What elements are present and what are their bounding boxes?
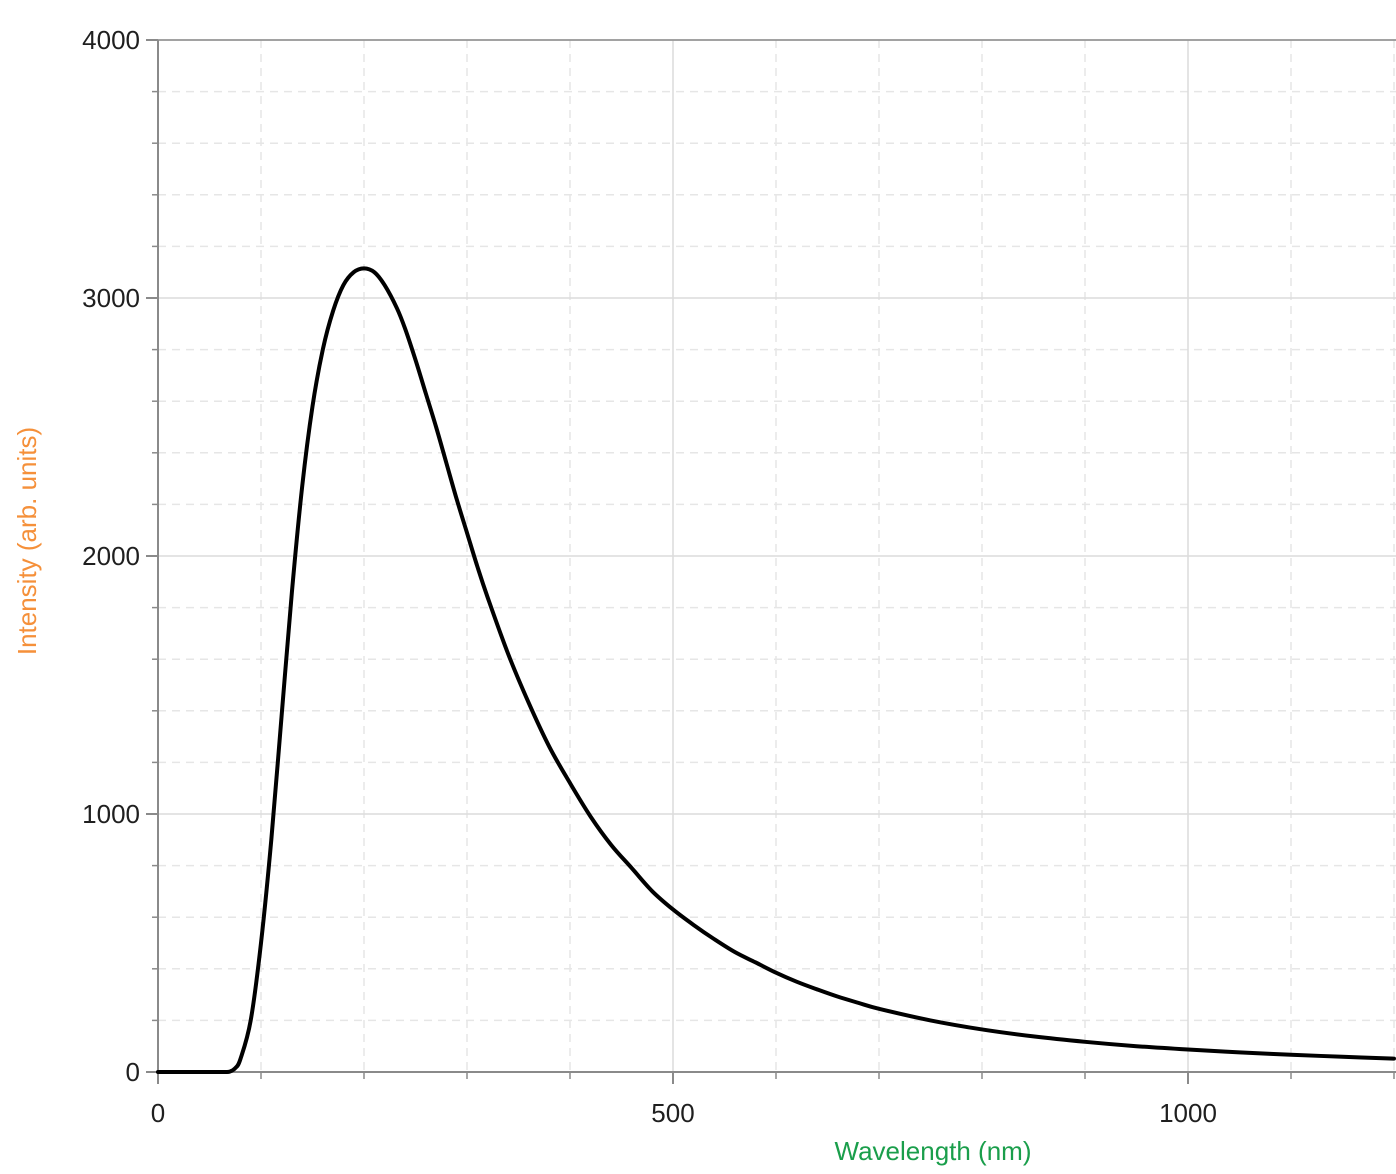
y-tick-label: 2000 [82,541,140,571]
x-axis-title: Wavelength (nm) [835,1136,1032,1166]
y-tick-label: 0 [126,1057,140,1087]
y-tick-label: 4000 [82,25,140,55]
y-tick-label: 3000 [82,283,140,313]
x-tick-label: 0 [151,1098,165,1128]
y-tick-label: 1000 [82,799,140,829]
series-layer [156,266,1396,1075]
tick-marks [146,39,1395,1084]
minor-gridlines [158,40,1396,1072]
x-tick-label: 500 [651,1098,694,1128]
tick-labels: 0 500 1000 0 1000 2000 3000 4000 [82,25,1217,1128]
y-axis-title: Intensity (arb. units) [12,427,42,655]
x-tick-label: 1000 [1159,1098,1217,1128]
series-line [156,266,1396,1075]
